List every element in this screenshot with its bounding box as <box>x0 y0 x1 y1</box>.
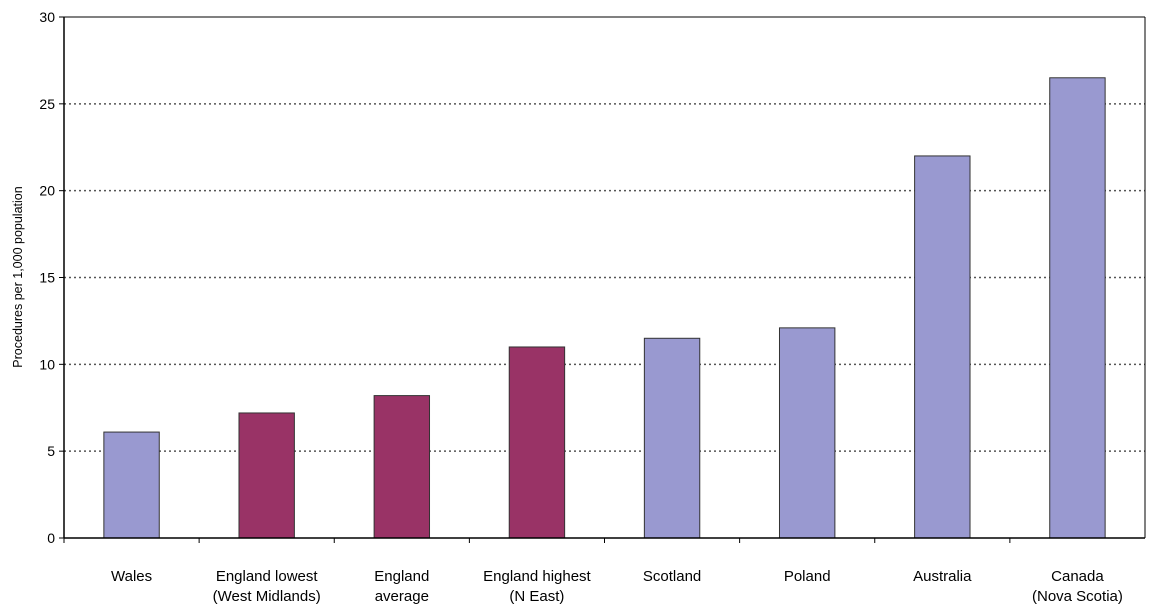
y-tick-label: 10 <box>39 356 55 372</box>
bar <box>778 327 836 539</box>
bar <box>103 431 160 539</box>
x-category-label: England highest (N East) <box>483 568 591 605</box>
x-category-label: Canada (Nova Scotia) <box>1032 568 1123 605</box>
bar <box>508 346 566 539</box>
x-category-labels: Wales England lowest (West Midlands) Englan… <box>63 538 1123 605</box>
y-tick-label: 0 <box>47 530 55 546</box>
y-tick-label: 15 <box>39 270 55 286</box>
bar <box>1049 77 1106 539</box>
x-category-label: England lowest (West Midlands) <box>213 568 321 605</box>
bar <box>373 395 431 539</box>
y-tick-labels: 0 5 10 15 20 25 30 <box>39 9 64 546</box>
bar <box>914 155 971 539</box>
x-category-label: England average <box>374 568 429 605</box>
bar <box>238 412 295 539</box>
y-tick-label: 20 <box>39 183 55 199</box>
bars <box>103 77 1106 539</box>
bar <box>643 337 701 539</box>
y-tick-label: 25 <box>39 96 55 112</box>
x-category-label: Scotland <box>643 568 701 585</box>
y-tick-label: 30 <box>39 9 55 25</box>
x-category-label: Poland <box>784 568 831 585</box>
y-tick-label: 5 <box>47 443 55 459</box>
x-category-label: Wales <box>111 568 152 585</box>
y-axis-title: Procedures per 1,000 population <box>11 186 25 367</box>
x-category-label: Australia <box>913 568 972 585</box>
